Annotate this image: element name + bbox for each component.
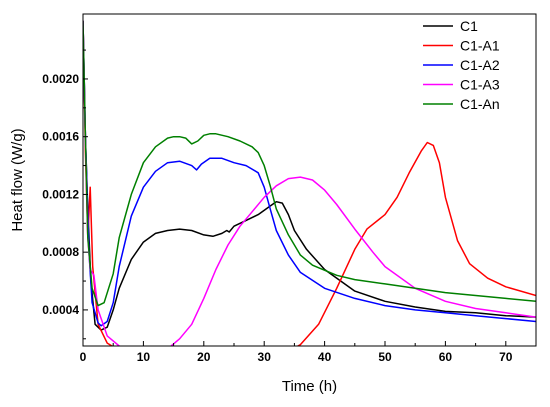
- y-axis: 0.0004 0.0008 0.0012 0.0016 0.0020: [42, 49, 88, 340]
- x-tick-label: 0: [80, 350, 87, 364]
- legend-label-c1-an: C1-An: [460, 96, 500, 112]
- x-tick-label: 40: [318, 350, 332, 364]
- legend: C1 C1-A1 C1-A2 C1-A3 C1-An: [423, 18, 500, 112]
- y-tick-label: 0.0020: [42, 72, 79, 86]
- plot-frame: [82, 13, 537, 347]
- x-tick-label: 70: [499, 350, 513, 364]
- y-tick-label: 0.0012: [42, 187, 79, 201]
- series-line-c1-a3: [83, 20, 536, 346]
- legend-label-c1-a2: C1-A2: [460, 57, 500, 73]
- x-tick-label: 50: [378, 350, 392, 364]
- series-line-c1-an: [83, 20, 536, 307]
- legend-label-c1: C1: [460, 18, 478, 34]
- x-tick-label: 60: [439, 350, 453, 364]
- series-layer: [83, 20, 536, 346]
- series-line-c1: [83, 20, 536, 331]
- series-line-c1-a1: [83, 20, 536, 346]
- y-tick-label: 0.0016: [42, 130, 79, 144]
- x-axis-label: Time (h): [282, 378, 337, 395]
- y-tick-label: 0.0008: [42, 245, 79, 259]
- x-tick-label: 30: [258, 350, 272, 364]
- x-axis: 0 10 20 30 40 50 60 70: [80, 341, 513, 364]
- legend-label-c1-a1: C1-A1: [460, 38, 500, 54]
- y-axis-label: Heat flow (W/g): [9, 128, 26, 231]
- y-tick-label: 0.0004: [42, 303, 79, 317]
- x-tick-label: 20: [197, 350, 211, 364]
- series-line-c1-a2: [83, 20, 536, 327]
- x-tick-label: 10: [137, 350, 151, 364]
- legend-label-c1-a3: C1-A3: [460, 77, 500, 93]
